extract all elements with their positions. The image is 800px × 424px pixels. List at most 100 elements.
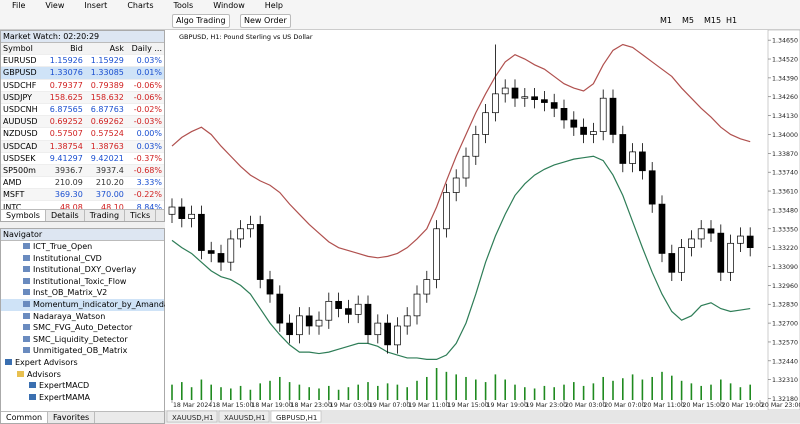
volume-bar [690,383,693,400]
candle-body [668,253,676,273]
nav-icon [23,324,30,331]
quote-row[interactable]: SP500m 3936.7 3937.4 -0.68% [1,164,164,178]
quote-row[interactable]: USDCNH 6.87565 6.87763 -0.02% [1,103,164,117]
plot-bg [165,30,768,410]
tab[interactable]: Common [1,412,49,423]
volume-bar [680,380,683,400]
volume-bar [592,383,595,400]
band-line [171,155,751,360]
chart-tab[interactable]: XAUUSD,H1 [224,414,266,422]
tab[interactable]: Symbols [1,210,46,221]
quote-row[interactable]: AUDUSD 0.69252 0.69262 -0.03% [1,115,164,129]
volume-bar [563,384,565,400]
timeframe-button[interactable]: M15 [704,16,722,25]
menu-item[interactable]: Help [264,1,283,10]
nav-item[interactable]: Institutional_DXY_Overlay [1,264,164,276]
chart-tab-bg [218,410,270,423]
ask: 158.632 [84,91,126,104]
nav-label: Institutional_DXY_Overlay [33,265,137,275]
new-order-button[interactable]: New Order [240,14,291,28]
quote-row[interactable]: USDSEK 9.41297 9.42021 -0.37% [1,152,164,165]
quote-row[interactable]: NZDUSD 0.57507 0.57524 0.00% [1,127,164,141]
bid: 369.30 [43,188,85,202]
tab[interactable]: Trading [85,210,126,221]
menu-item[interactable]: Window [213,1,245,10]
candle-body [394,325,401,346]
column-header: Symbol [1,43,44,56]
menu-bar: File View Insert Charts Tools Window Help [0,0,800,12]
volume-bar [435,368,438,400]
chart-tab[interactable]: GBPUSD,H1 [276,414,317,422]
nav-item[interactable]: Expert Advisors [1,357,164,369]
candle-body [737,235,744,244]
nav-item[interactable]: SMC_Liquidity_Detector [1,334,164,346]
menu-item[interactable]: Tools [173,1,194,10]
nav-icon [23,300,30,307]
market-watch: Market Watch: 02:20:29 Symbol Bid Ask Daily… [0,30,165,222]
candle-body [266,279,274,295]
chart-tab[interactable]: XAUUSD,H1 [172,414,214,422]
x-tick-label: 18 Mar 15:00 [212,402,253,409]
ask: 210.20 [84,176,126,190]
volume-bar [239,385,242,400]
nav-item[interactable]: Unmitigated_OB_Matrix [1,345,164,357]
volume-bar [543,385,546,400]
quote-row[interactable]: USDCHF 0.79377 0.79389 -0.06% [1,79,164,92]
volume-bar [739,387,742,400]
nav-item[interactable]: Inst_OB_Matrix_V2 [1,287,164,299]
candle-body [227,238,235,263]
candle-body [217,253,225,263]
volume-bar [200,379,203,400]
x-tick-label: 20 Mar 03:00 [565,402,606,409]
nav-item[interactable]: Nadaraya_Watson [1,311,164,323]
nav-icon [5,358,12,365]
volume-bar [631,374,634,400]
nav-item[interactable]: ExpertMAMA [1,392,164,404]
algo-trading-button[interactable]: Algo Trading [172,14,230,28]
quote-row[interactable]: AMD 210.09 210.20 3.33% [1,176,164,190]
quote-row[interactable]: USDJPY 158.625 158.632 -0.06% [1,91,164,104]
tab[interactable]: Ticks [125,210,157,221]
volume-bar [671,375,673,400]
volume-bar [475,379,477,400]
daily-change: -0.06% [125,79,164,92]
nav-label: SMC_FVG_Auto_Detector [33,323,133,333]
nav-item[interactable]: Momentum_indicator_by_AmandaV [1,298,174,311]
candle-body [560,108,568,121]
candle-body [541,99,548,103]
nav-item[interactable]: SMC_FVG_Auto_Detector [1,322,164,334]
timeframe-button[interactable]: M5 [682,16,694,25]
volume-bar [514,384,516,400]
quote-row[interactable]: MSFT 369.30 370.00 -0.22% [1,188,164,202]
nav-item[interactable]: Advisors [1,369,164,381]
daily-change: -0.22% [125,188,164,202]
quote-row[interactable]: USDCAD 1.38754 1.38763 0.03% [1,140,164,153]
menu-item[interactable]: View [45,1,65,10]
menu-item[interactable]: File [12,1,26,10]
nav-item[interactable]: Institutional_CVD [1,253,164,265]
chart-tab-bg [270,410,322,423]
candle-body [374,322,382,336]
timeframe-button[interactable]: H1 [726,16,738,25]
volume-bar [377,385,379,400]
nav-item[interactable]: ICT_True_Open [1,241,164,253]
tab[interactable]: Favorites [48,412,96,423]
nav-item[interactable]: Institutional_Toxic_Flow [1,276,164,288]
quote-row[interactable]: GBPUSD 1.33076 1.33085 0.01% [1,66,164,80]
bid: 158.625 [43,91,85,104]
ask: 1.38763 [84,140,126,153]
menu-item[interactable]: Charts [127,1,154,10]
candle-body [648,170,656,205]
candle-body [492,93,499,114]
candle-body [462,155,470,179]
bid: 1.15926 [43,54,85,68]
daily-change: -0.68% [125,164,164,178]
nav-icon [23,289,30,296]
x-tick-label: 20 Mar 15:00 [683,402,724,409]
nav-item[interactable]: ExpertMACD [1,380,164,392]
timeframe-button[interactable]: M1 [660,16,672,25]
menu-item[interactable]: Insert [84,1,108,10]
y-tick-label: 1.33480 [772,207,798,214]
tab[interactable]: Details [46,210,85,221]
quote-row[interactable]: EURUSD 1.15926 1.15929 0.03% [1,54,164,68]
